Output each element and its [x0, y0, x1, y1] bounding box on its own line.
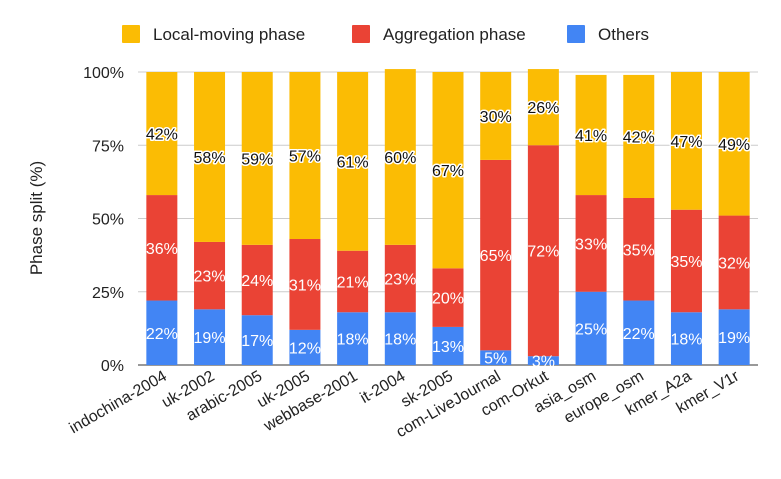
bar-segment — [194, 72, 226, 242]
y-tick-label: 75% — [92, 138, 124, 155]
bar-segment — [480, 159, 512, 351]
bar-segment — [432, 268, 464, 327]
x-category-label: indochina-2004 — [67, 368, 170, 437]
bar-segment — [194, 241, 226, 310]
bar-segment — [289, 329, 321, 365]
y-tick-label: 0% — [101, 358, 124, 375]
bar-segment — [289, 72, 321, 240]
bar-segment — [146, 300, 178, 365]
bar-segment — [527, 69, 559, 146]
bar-segment — [337, 72, 369, 251]
bar-segment — [384, 312, 416, 365]
legend-label: Aggregation phase — [383, 25, 526, 44]
data-label: 22% — [623, 326, 655, 343]
x-axis-categories: indochina-2004uk-2002arabic-2005uk-2005w… — [67, 367, 743, 441]
data-label: 72% — [527, 244, 559, 261]
data-label: 13% — [432, 339, 464, 356]
data-label: 23% — [194, 269, 226, 286]
data-label: 23% — [384, 272, 416, 289]
data-label: 59% — [241, 151, 273, 168]
bar-segment — [194, 309, 226, 365]
data-label: 49% — [718, 137, 750, 154]
data-label: 35% — [623, 242, 655, 259]
bar-segment — [575, 291, 607, 365]
data-label: 31% — [289, 277, 321, 294]
bar-segment — [241, 244, 273, 316]
data-label: 42% — [623, 129, 655, 146]
bar-segment — [432, 326, 464, 365]
data-label: 67% — [432, 163, 464, 180]
bar-segment — [337, 312, 369, 365]
bar-segment — [575, 195, 607, 292]
data-label: 60% — [384, 150, 416, 167]
data-label: 18% — [337, 332, 369, 349]
data-labels: 22% 36% 42% 19% 23% 58% 17% 24% 59% 12% 31% 57% 18% 2… — [144, 99, 751, 371]
data-label: 57% — [289, 149, 321, 166]
bar-segment — [623, 197, 655, 301]
data-label: 5% — [484, 351, 507, 368]
bar-segment — [575, 74, 607, 196]
data-label: 19% — [194, 330, 226, 347]
legend-swatch — [352, 25, 370, 43]
bar-segment — [241, 72, 273, 245]
legend-swatch — [567, 25, 585, 43]
data-label: 30% — [480, 109, 512, 126]
y-tick-label: 25% — [92, 285, 124, 302]
bar-segment — [384, 244, 416, 313]
bar-segment — [289, 239, 321, 330]
data-label: 18% — [384, 332, 416, 349]
bar-segment — [718, 72, 750, 216]
bar-segment — [146, 72, 178, 196]
bar-segment — [670, 209, 702, 313]
legend: Local-moving phase Aggregation phase Other… — [122, 25, 649, 44]
data-label: 19% — [718, 330, 750, 347]
bar-segment — [527, 145, 559, 357]
bar-segment — [623, 74, 655, 198]
data-label: 33% — [575, 236, 607, 253]
bar-segment — [432, 72, 464, 269]
y-tick-label: 50% — [92, 212, 124, 229]
legend-swatch — [122, 25, 140, 43]
data-label: 3% — [532, 354, 555, 371]
data-label: 25% — [575, 321, 607, 338]
data-label: 24% — [241, 273, 273, 290]
data-label: 35% — [670, 254, 702, 271]
data-label: 21% — [337, 274, 369, 291]
data-label: 32% — [718, 255, 750, 272]
bar-segment — [670, 72, 702, 210]
bar-segment — [718, 215, 750, 310]
data-label: 12% — [289, 340, 321, 357]
legend-label: Others — [598, 25, 649, 44]
bar-segment — [337, 250, 369, 313]
data-label: 58% — [194, 150, 226, 167]
data-label: 22% — [146, 326, 178, 343]
data-label: 65% — [480, 248, 512, 265]
bars — [146, 69, 750, 365]
data-label: 42% — [146, 127, 178, 144]
data-label: 18% — [670, 332, 702, 349]
bar-segment — [384, 69, 416, 245]
bar-segment — [718, 309, 750, 365]
y-tick-label: 100% — [83, 65, 124, 82]
data-label: 20% — [432, 291, 464, 308]
bar-segment — [480, 350, 512, 365]
data-label: 47% — [670, 134, 702, 151]
data-label: 36% — [146, 241, 178, 258]
bar-segment — [146, 195, 178, 301]
data-label: 61% — [337, 154, 369, 171]
data-label: 17% — [241, 333, 273, 350]
y-axis-label: Phase split (%) — [27, 161, 46, 275]
legend-label: Local-moving phase — [153, 25, 305, 44]
data-label: 26% — [527, 100, 559, 117]
data-label: 41% — [575, 128, 607, 145]
bar-segment — [527, 356, 559, 365]
bar-segment — [623, 300, 655, 365]
bar-segment — [670, 312, 702, 365]
y-axis-ticks: 0% 25% 50% 75% 100% — [83, 65, 124, 375]
bar-segment — [241, 315, 273, 365]
bar-segment — [480, 72, 512, 160]
